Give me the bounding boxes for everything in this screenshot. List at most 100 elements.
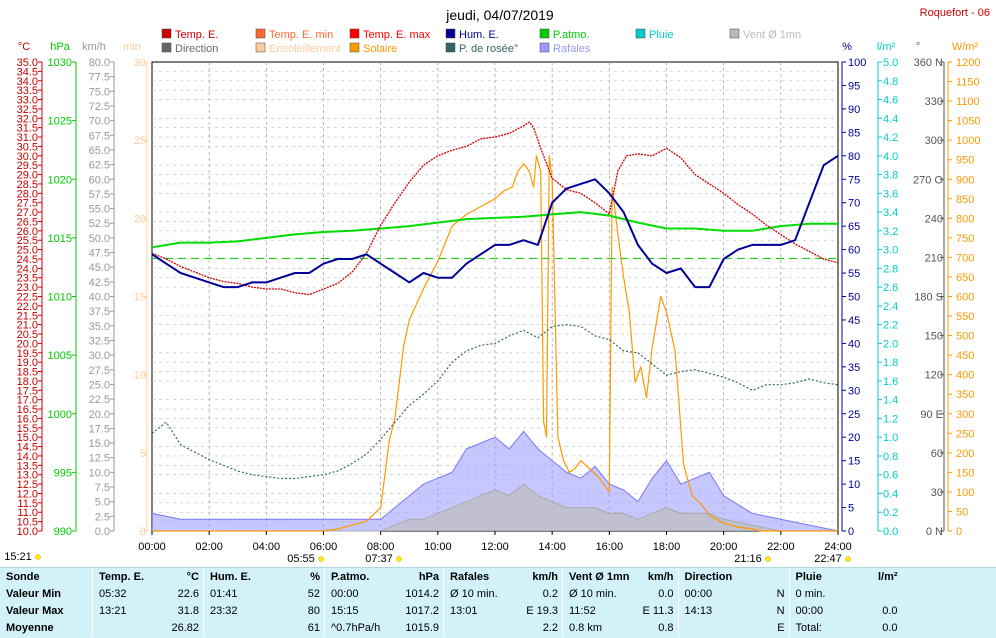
time-tick-label: 08:00	[367, 541, 395, 553]
time-tick-label: 04:00	[253, 541, 281, 553]
solar-tick-label: 1150	[956, 77, 980, 89]
hum-max-value: 80	[307, 605, 320, 617]
solar-tick-label: 0	[956, 526, 962, 538]
summary-row-avg: Moyenne 26.82 61 ^0.7hPa/h 1015.9 2.2 0.…	[0, 620, 904, 637]
minutes-tick-label: 30	[134, 57, 146, 69]
temp-tick-label: 20.0	[17, 338, 38, 350]
temp-tick-label: 25.0	[17, 245, 38, 257]
wind-tick-label: 55.0	[89, 204, 110, 216]
humidity-tick-label: 60	[848, 245, 860, 257]
wind-tick-label: 2.5	[95, 511, 110, 523]
wind-tick-label: 17.5	[89, 423, 110, 435]
temp-tick-label: 11.0	[17, 507, 38, 519]
pressure-trend: ^0.7hPa/h	[324, 620, 391, 637]
legend-label: Pluie	[649, 29, 673, 41]
rain-max-value: 0.0	[882, 605, 898, 617]
wind-run: 0.8 km	[561, 620, 630, 637]
rain-min-value	[846, 586, 904, 603]
temp-tick-label: 12.0	[17, 488, 38, 500]
temp-tick-label: 29.5	[17, 160, 38, 172]
time-tick-label: 24:00	[824, 541, 852, 553]
temp-tick-label: 15.5	[17, 423, 38, 435]
direction-tick-label: 0 N	[926, 526, 943, 538]
direction-tick-label: 180 S	[914, 292, 943, 304]
wind-tick-label: 7.5	[95, 482, 110, 494]
header-rain: Pluie	[788, 568, 846, 586]
hum-avg-value: 61	[307, 622, 320, 634]
wind-tick-label: 37.5	[89, 306, 110, 318]
solar-tick-label: 50	[956, 506, 968, 518]
direction-tick-label: 330	[925, 96, 943, 108]
rain-tick-label: 4.2	[883, 132, 898, 144]
direction-max-value: N	[776, 605, 785, 617]
temp-tick-label: 22.0	[17, 301, 38, 313]
rain-tick-label: 3.0	[883, 245, 898, 257]
temp-tick-label: 33.0	[17, 95, 38, 107]
solar-tick-label: 350	[956, 389, 974, 401]
rain-tick-label: 0.0	[883, 526, 898, 538]
rain-tick-label: 3.6	[883, 188, 898, 200]
temp-tick-label: 19.0	[17, 357, 38, 369]
wind-tick-label: 42.5	[89, 277, 110, 289]
humidity-tick-label: 80	[848, 151, 860, 163]
legend-swatch	[255, 42, 266, 53]
time-tick-label: 10:00	[424, 541, 452, 553]
solar-tick-label: 650	[956, 272, 974, 284]
sun-mark-label: 22:47	[814, 553, 842, 565]
solar-tick-label: 700	[956, 252, 974, 264]
minutes-tick-label: 20	[134, 213, 146, 225]
wind-tick-label: 75.0	[89, 86, 110, 98]
legend-swatch	[539, 28, 550, 39]
legend-label: Rafales	[553, 43, 591, 55]
rain-tick-label: 4.8	[883, 76, 898, 88]
legend-swatch	[255, 28, 266, 39]
legend-label: P.atmo.	[553, 29, 590, 41]
wind-tick-label: 25.0	[89, 379, 110, 391]
temp-tick-label: 18.0	[17, 376, 38, 388]
rain-tick-label: 4.0	[883, 151, 898, 163]
solar-tick-label: 950	[956, 155, 974, 167]
sun-mark-label: 21:16	[734, 553, 762, 565]
temp-tick-label: 27.5	[17, 198, 38, 210]
temp-min-time: 05:32	[92, 586, 149, 603]
direction-min-cell: 00:00 N	[677, 586, 790, 603]
rain-tick-label: 1.6	[883, 376, 898, 388]
temp-max-time: 13:21	[92, 603, 149, 620]
pressure-min-value: 1014.2	[405, 588, 439, 600]
temp-tick-label: 32.0	[17, 113, 38, 125]
hum-avg-time	[203, 620, 260, 637]
pressure-min-time: 00:00	[324, 586, 391, 603]
wind-max-value: E 11.3	[642, 605, 674, 617]
direction-tick-label: 360 N	[914, 57, 943, 69]
series-area-rafales	[152, 431, 838, 531]
solar-tick-label: 250	[956, 428, 974, 440]
legend-swatch	[729, 28, 740, 39]
rain-tick-label: 1.0	[883, 432, 898, 444]
temp-tick-label: 11.5	[17, 498, 38, 510]
wind-tick-label: 35.0	[89, 321, 110, 333]
pressure-tick-label: 1010	[48, 292, 72, 304]
temp-tick-label: 16.5	[17, 404, 38, 416]
time-tick-label: 12:00	[481, 541, 509, 553]
pressure-tick-label: 1030	[48, 57, 72, 69]
wind-tick-label: 10.0	[89, 467, 110, 479]
legend-label: Temp. E.	[175, 29, 218, 41]
header-hum-unit: %	[310, 570, 320, 583]
pressure-tick-label: 1005	[48, 350, 72, 362]
sun-mark-label: 05:55	[287, 553, 315, 565]
minutes-tick-label: 5	[140, 448, 146, 460]
rain-tick-label: 2.0	[883, 338, 898, 350]
temp-tick-label: 28.5	[17, 179, 38, 191]
temp-tick-label: 30.5	[17, 141, 38, 153]
direction-min-value: N	[776, 588, 785, 600]
solar-tick-label: 600	[956, 292, 974, 304]
sun-icon	[318, 556, 324, 562]
temp-tick-label: 27.0	[17, 207, 38, 219]
solar-tick-label: 100	[956, 487, 974, 499]
wind-avg-value: 0.8	[658, 622, 674, 634]
direction-tick-label: 60	[931, 448, 943, 460]
temp-tick-label: 32.5	[17, 104, 38, 116]
time-tick-label: 22:00	[767, 541, 795, 553]
direction-tick-label: 300	[925, 135, 943, 147]
humidity-tick-label: 100	[848, 57, 866, 69]
